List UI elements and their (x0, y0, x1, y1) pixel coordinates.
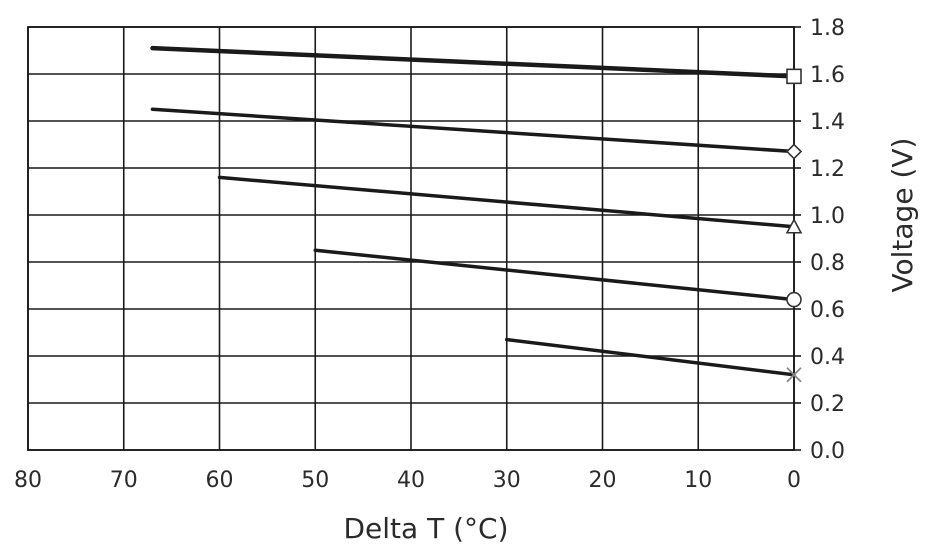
y-tick-label: 0.6 (810, 298, 845, 323)
square-marker (786, 68, 802, 85)
y-tick-label: 0.0 (810, 439, 845, 464)
series-lines (150, 45, 797, 377)
plot-border (27, 26, 795, 451)
x-tick-label: 50 (301, 468, 329, 493)
y-tick-labels: 0.0 0.2 0.4 0.6 0.8 1.0 1.2 1.4 1.6 1.8 (810, 16, 845, 464)
series-line-triangle (217, 175, 796, 229)
diamond-marker (785, 143, 803, 160)
y-tick-label: 0.4 (810, 345, 845, 370)
x-marker (786, 367, 802, 383)
y-tick-label: 0.8 (810, 251, 845, 276)
x-tick-labels: 80 70 60 50 40 30 20 10 0 (14, 468, 801, 493)
x-marker-stroke (786, 367, 802, 383)
x-tick-label: 40 (397, 468, 425, 493)
y-tick-label: 0.2 (810, 392, 845, 417)
x-axis-label: Delta T (°C) (343, 512, 508, 545)
x-tick-label: 60 (206, 468, 234, 493)
y-tick-label: 1.2 (810, 157, 845, 182)
x-tick-label: 30 (493, 468, 521, 493)
series-line-square (150, 45, 797, 79)
y-tick-label: 1.0 (810, 204, 845, 229)
x-tick-label: 0 (787, 468, 801, 493)
x-tick-label: 20 (589, 468, 617, 493)
y-axis-label: Voltage (V) (886, 138, 919, 293)
grid (27, 26, 801, 451)
series-line-diamond (150, 107, 796, 154)
y-tick-label: 1.8 (810, 16, 845, 41)
series-markers (785, 68, 803, 383)
triangle-marker (785, 218, 803, 234)
y-tick-label: 1.4 (810, 110, 845, 135)
x-tick-label: 80 (14, 468, 42, 493)
series-line-x (505, 337, 796, 377)
x-tick-label: 10 (684, 468, 712, 493)
circle-marker (786, 291, 802, 308)
x-tick-label: 70 (110, 468, 138, 493)
series-line-circle (313, 248, 796, 302)
y-tick-label: 1.6 (810, 63, 845, 88)
